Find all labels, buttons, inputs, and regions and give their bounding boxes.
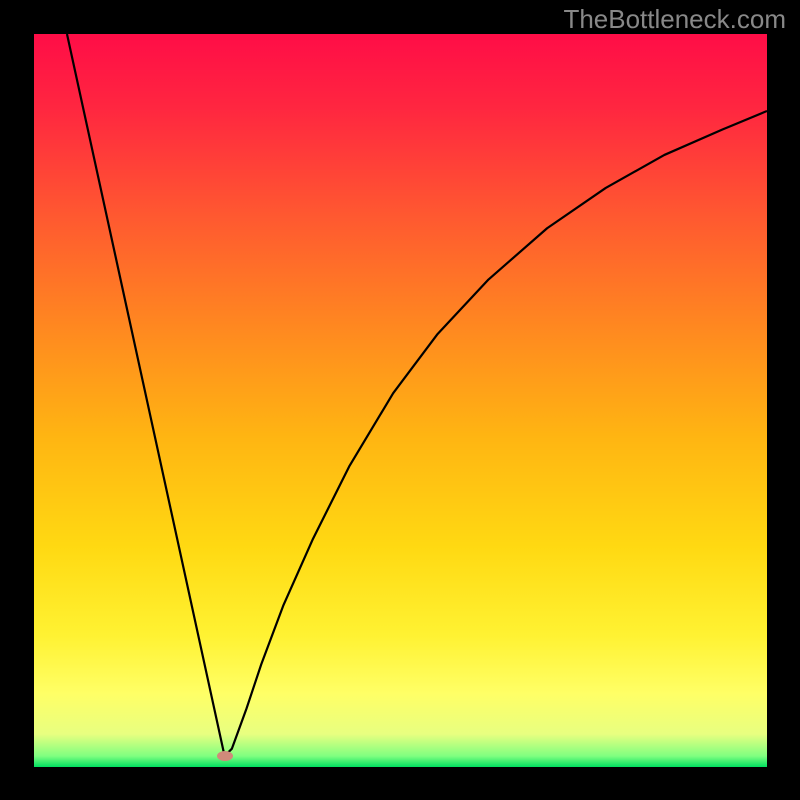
- chart-curve: [34, 34, 767, 767]
- chart-plot-area: [34, 34, 767, 767]
- minimum-marker: [217, 751, 233, 761]
- watermark-text: TheBottleneck.com: [563, 4, 786, 35]
